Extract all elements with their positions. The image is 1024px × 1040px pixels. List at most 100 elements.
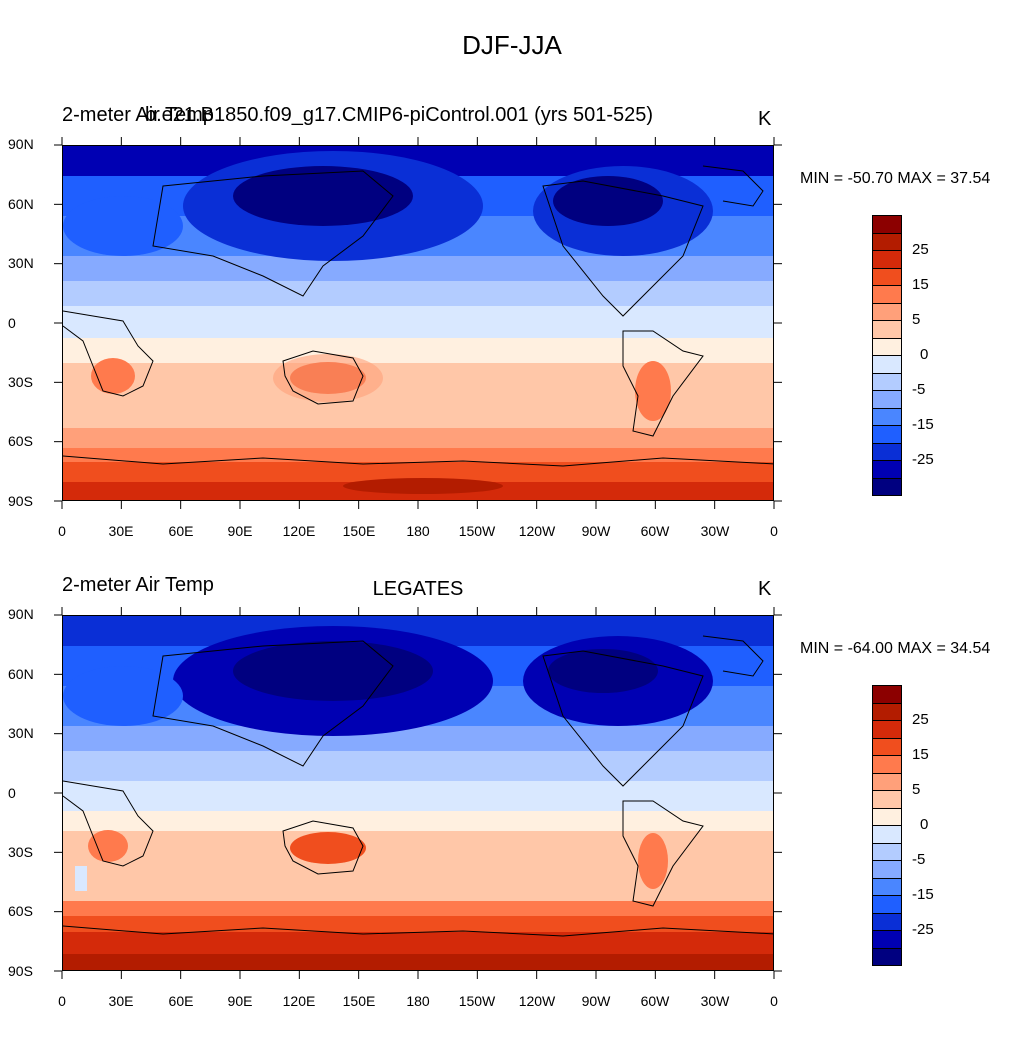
temperature-map: [62, 615, 774, 971]
colorbar-swatch: [872, 267, 902, 286]
colorbar-swatch: [872, 215, 902, 234]
units-label: K: [758, 578, 772, 600]
lat-tick-label: 90N: [8, 606, 34, 622]
colorbar-swatch: [872, 355, 902, 374]
lon-tick-label: 30W: [700, 993, 730, 1009]
lon-tick-label: 180: [406, 993, 430, 1009]
colorbar-label: -5: [912, 851, 926, 868]
colorbar-label: -15: [912, 416, 934, 433]
colorbar-swatch: [872, 477, 902, 496]
figure-title: DJF-JJA: [462, 30, 562, 60]
colorbar-swatch: [872, 337, 902, 356]
min-max-stats: MIN = -50.70 MAX = 37.54: [800, 170, 991, 187]
lon-tick-label: 0: [58, 993, 66, 1009]
lat-tick-label: 30S: [8, 374, 33, 390]
colorbar-swatch: [872, 860, 902, 879]
colorbar-label: -25: [912, 921, 934, 938]
lon-tick-label: 0: [770, 523, 778, 539]
lon-tick-label: 90E: [227, 523, 253, 539]
axis-ticks: [54, 137, 782, 509]
panel-model: 2-meter Air Temp b.e21.B1850.f09_g17.CMI…: [0, 100, 1024, 570]
colorbar-swatch: [872, 737, 902, 756]
lon-tick-label: 60W: [640, 993, 670, 1009]
units-label: K: [758, 108, 772, 130]
colorbar-swatch: [872, 912, 902, 931]
variable-label: 2-meter Air Temp: [62, 104, 214, 126]
panel-observations: 2-meter Air Temp LEGATES K MIN = -64.00 …: [0, 570, 1024, 1040]
colorbar-swatch: [872, 755, 902, 774]
min-max-stats: MIN = -64.00 MAX = 34.54: [800, 640, 991, 657]
case-label: b.e21.B1850.f09_g17.CMIP6-piControl.001 …: [145, 104, 654, 126]
lon-tick-label: 60W: [640, 523, 670, 539]
colorbar-swatch: [872, 842, 902, 861]
lon-tick-label: 120W: [518, 993, 556, 1009]
colorbar-swatch: [872, 425, 902, 444]
lat-tick-label: 60S: [8, 903, 33, 919]
colorbar-swatch: [872, 250, 902, 269]
lat-tick-label: 60N: [8, 666, 34, 682]
lat-tick-label: 30N: [8, 725, 34, 741]
lat-tick-label: 90S: [8, 963, 33, 979]
colorbar-label: 15: [912, 746, 929, 763]
lon-tick-label: 150E: [342, 993, 376, 1009]
lon-tick-label: 90W: [581, 993, 611, 1009]
colorbar-swatch: [872, 772, 902, 791]
colorbar-label: 25: [912, 241, 929, 258]
colorbar-swatch: [872, 372, 902, 391]
colorbar-swatch: [872, 320, 902, 339]
lon-tick-label: 120W: [518, 523, 556, 539]
colorbar-swatch: [872, 685, 902, 704]
lat-tick-label: 0: [8, 785, 16, 801]
colorbar-swatch: [872, 407, 902, 426]
lat-tick-label: 30S: [8, 844, 33, 860]
colorbar-swatch: [872, 895, 902, 914]
colorbar-label: 15: [912, 276, 929, 293]
colorbar-swatch: [872, 790, 902, 809]
lon-tick-label: 120E: [282, 993, 316, 1009]
colorbar-swatch: [872, 877, 902, 896]
lat-tick-label: 90N: [8, 136, 34, 152]
colorbar-swatch: [872, 702, 902, 721]
lon-tick-label: 180: [406, 523, 430, 539]
lon-tick-label: 120E: [282, 523, 316, 539]
colorbar-swatch: [872, 930, 902, 949]
lon-tick-label: 60E: [168, 993, 194, 1009]
lon-tick-label: 0: [770, 993, 778, 1009]
colorbar-label: 0: [920, 346, 929, 363]
colorbar-swatch: [872, 947, 902, 966]
colorbar-label: -15: [912, 886, 934, 903]
lat-tick-label: 60N: [8, 196, 34, 212]
lon-tick-label: 60E: [168, 523, 194, 539]
colorbar-swatch: [872, 285, 902, 304]
colorbar-swatch: [872, 442, 902, 461]
lon-tick-label: 0: [58, 523, 66, 539]
colorbar-swatch: [872, 302, 902, 321]
lat-tick-label: 60S: [8, 433, 33, 449]
lon-tick-label: 90E: [227, 993, 253, 1009]
lon-tick-label: 30E: [108, 993, 134, 1009]
colorbar-label: 5: [912, 311, 921, 328]
colorbar-swatch: [872, 232, 902, 251]
lon-tick-label: 90W: [581, 523, 611, 539]
lon-tick-label: 150E: [342, 523, 376, 539]
colorbar-swatch: [872, 807, 902, 826]
colorbar-label: -5: [912, 381, 926, 398]
lat-tick-label: 0: [8, 315, 16, 331]
lon-tick-label: 150W: [458, 993, 496, 1009]
lon-tick-label: 30W: [700, 523, 730, 539]
colorbar-swatch: [872, 460, 902, 479]
variable-label: 2-meter Air Temp: [62, 574, 214, 596]
colorbar-label: 25: [912, 711, 929, 728]
colorbar-swatch: [872, 825, 902, 844]
colorbar-swatch: [872, 720, 902, 739]
axis-ticks: [54, 607, 782, 979]
lat-tick-label: 90S: [8, 493, 33, 509]
colorbar-label: 0: [920, 816, 929, 833]
colorbar-label: -25: [912, 451, 934, 468]
case-label: LEGATES: [372, 578, 464, 600]
colorbar-label: 5: [912, 781, 921, 798]
lon-tick-label: 150W: [458, 523, 496, 539]
lon-tick-label: 30E: [108, 523, 134, 539]
lat-tick-label: 30N: [8, 255, 34, 271]
colorbar-swatch: [872, 390, 902, 409]
